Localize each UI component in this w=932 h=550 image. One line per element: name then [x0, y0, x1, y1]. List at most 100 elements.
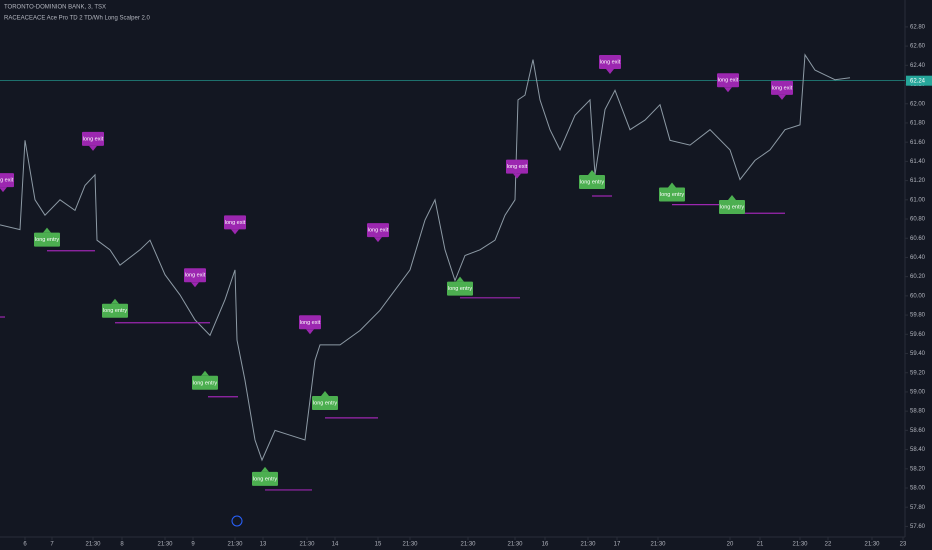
signal-box	[184, 268, 206, 283]
y-tick-label: 62.00	[910, 101, 926, 107]
x-tick-label: 21	[757, 542, 764, 548]
x-tick-label: 13	[260, 542, 267, 548]
y-tick-label: 58.20	[910, 466, 926, 472]
y-tick-label: 58.00	[910, 486, 926, 492]
x-tick-label: 9	[191, 542, 195, 548]
x-tick-label: 15	[375, 542, 382, 548]
x-tick-label: 21:30	[792, 542, 808, 548]
signal-label: long exit	[600, 59, 621, 65]
signal-pointer	[0, 187, 7, 193]
signal-box	[312, 395, 338, 410]
signal-box	[0, 173, 14, 188]
x-tick-label: 21:30	[299, 542, 315, 548]
signal-pointer	[728, 195, 736, 201]
signal-box	[34, 232, 60, 247]
signal-box	[102, 303, 128, 318]
x-tick-label: 21:30	[460, 542, 476, 548]
signal-pointer	[191, 282, 199, 288]
signal-box	[252, 471, 278, 486]
y-tick-label: 60.60	[910, 236, 926, 242]
signal-pointer	[89, 145, 97, 151]
signal-box	[579, 175, 605, 190]
signal-box	[599, 54, 621, 69]
y-tick-label: 57.60	[910, 524, 926, 530]
signal-label: long entry	[313, 400, 337, 406]
y-tick-label: 60.40	[910, 255, 926, 261]
y-tick-label: 60.80	[910, 217, 926, 223]
signal-box	[299, 315, 321, 330]
y-tick-label: 62.40	[910, 63, 926, 69]
x-tick-label: 22	[825, 542, 832, 548]
signal-label: long entry	[448, 286, 472, 292]
signal-label: long entry	[580, 179, 604, 185]
signal-box	[717, 73, 739, 88]
y-tick-label: 58.60	[910, 428, 926, 434]
y-tick-label: 58.40	[910, 447, 926, 453]
signal-label: long entry	[253, 476, 277, 482]
x-tick-label: 6	[23, 542, 27, 548]
x-tick-label: 21:30	[157, 542, 173, 548]
signal-label: long entry	[193, 380, 217, 386]
x-tick-label: 21:30	[864, 542, 880, 548]
signal-label: long entry	[720, 204, 744, 210]
price-line	[0, 53, 851, 462]
x-tick-label: 21:30	[507, 542, 523, 548]
last-price-label: 62.24	[910, 78, 926, 84]
x-tick-label: 21:30	[85, 542, 101, 548]
x-tick-label: 14	[332, 542, 339, 548]
signal-pointer	[231, 229, 239, 235]
signal-box	[506, 159, 528, 174]
signal-label: long entry	[660, 192, 684, 198]
y-tick-label: 58.80	[910, 409, 926, 415]
x-tick-label: 21:30	[650, 542, 666, 548]
signal-pointer	[778, 94, 786, 100]
x-tick-label: 23	[900, 542, 907, 548]
y-tick-label: 59.00	[910, 390, 926, 396]
x-tick-label: 21:30	[402, 542, 418, 548]
x-tick-label: 20	[727, 542, 734, 548]
x-tick-label: 8	[120, 542, 124, 548]
signal-label: long exit	[0, 178, 14, 184]
signal-box	[367, 223, 389, 238]
y-tick-label: 61.20	[910, 178, 926, 184]
plot: long exit long exit long exit long exit long…	[0, 53, 905, 491]
y-tick-label: 61.00	[910, 197, 926, 203]
signal-box	[447, 281, 473, 296]
indicator-title: RACEACEACE Ace Pro TD 2 TD/Wh Long Scalp…	[4, 16, 151, 22]
signal-pointer	[668, 182, 676, 188]
symbol-title: TORONTO-DOMINION BANK, 3, TSX	[4, 5, 106, 11]
y-tick-label: 61.40	[910, 159, 926, 165]
x-tick-label: 21:30	[580, 542, 596, 548]
signal-box	[82, 131, 104, 146]
signal-pointer	[306, 329, 314, 335]
signal-pointer	[43, 227, 51, 233]
signal-pointer	[321, 390, 329, 396]
last-price-tag	[906, 75, 932, 86]
signal-box	[771, 80, 793, 95]
signal-label: long exit	[368, 228, 389, 234]
x-tick-label: 21:30	[227, 542, 243, 548]
x-tick-label: 7	[50, 542, 54, 548]
signal-pointer	[201, 370, 209, 376]
signal-pointer	[588, 170, 596, 176]
event-icon[interactable]	[231, 515, 243, 527]
signal-label: long exit	[507, 164, 528, 170]
signal-pointer	[606, 68, 614, 74]
signal-box	[224, 215, 246, 230]
signal-pointer	[724, 87, 732, 93]
signal-pointer	[374, 237, 382, 243]
x-tick-label: 16	[542, 542, 549, 548]
signal-label: long exit	[772, 85, 793, 91]
signal-label: long entry	[35, 237, 59, 243]
signal-pointer	[111, 298, 119, 304]
signal-label: long exit	[83, 136, 104, 142]
signal-label: long exit	[718, 78, 739, 84]
y-tick-label: 62.60	[910, 44, 926, 50]
signal-label: long exit	[185, 273, 206, 279]
x-tick-label: 17	[614, 542, 621, 548]
y-tick-label: 62.80	[910, 24, 926, 30]
y-tick-label: 61.80	[910, 121, 926, 127]
y-tick-label: 59.80	[910, 313, 926, 319]
signal-label: long exit	[300, 320, 321, 326]
